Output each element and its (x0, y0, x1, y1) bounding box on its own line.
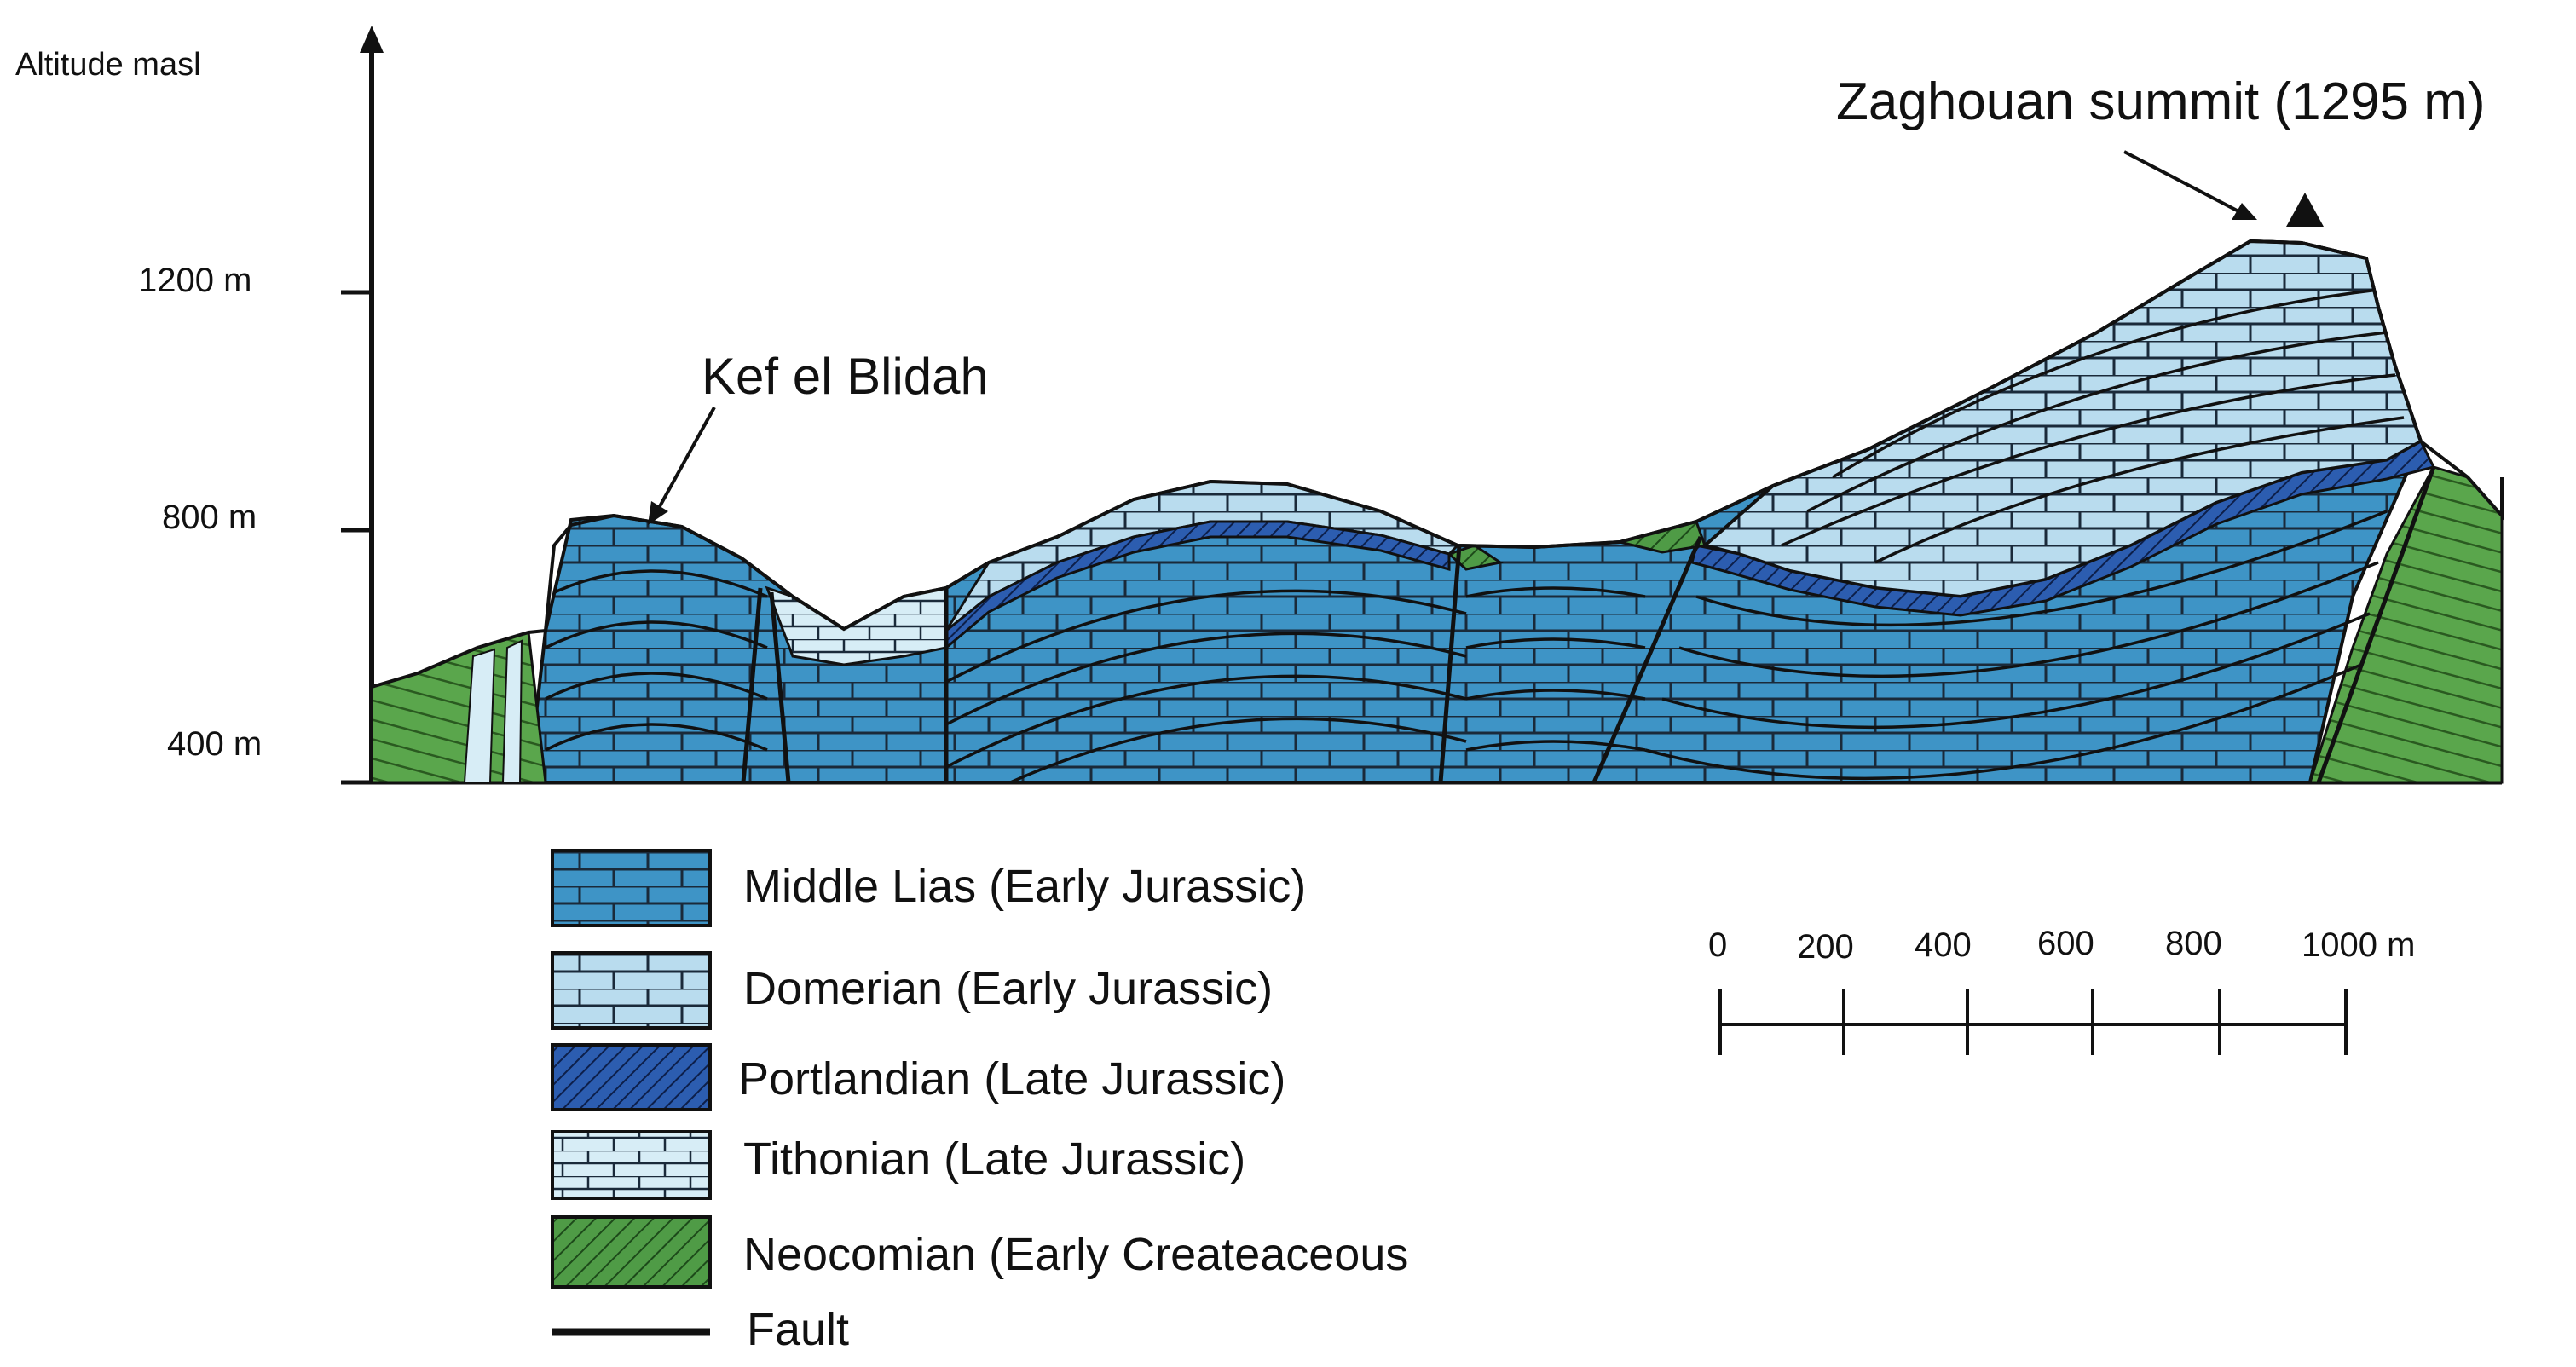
annotations: Kef el Blidah Zaghouan summit (1295 m) (648, 72, 2486, 525)
legend-label-fault: Fault (747, 1304, 849, 1355)
scale-label-200: 200 (1797, 928, 1854, 966)
tick-label-1200: 1200 m (138, 262, 251, 299)
legend-label-portlandian: Portlandian (Late Jurassic) (738, 1053, 1285, 1105)
kef-el-blidah-arrowhead (648, 501, 668, 525)
legend-item-middle-lias: Middle Lias (Early Jurassic) (551, 849, 1306, 927)
topographic-profile (371, 239, 2504, 689)
fault-5 (1591, 536, 1703, 783)
tithonian-left-streaks (463, 639, 523, 783)
fault-1 (741, 587, 763, 783)
legend-label-domerian: Domerian (Early Jurassic) (743, 963, 1273, 1014)
scale-label-600: 600 (2037, 925, 2094, 962)
legend-label-tithonian: Tithonian (Late Jurassic) (743, 1133, 1245, 1185)
legend-label-middle-lias: Middle Lias (Early Jurassic) (743, 861, 1306, 912)
cross-section (370, 239, 2504, 784)
zaghouan-arrowhead (2232, 203, 2257, 220)
neocomian-center (1447, 544, 1504, 571)
scale-label-400: 400 (1915, 926, 1972, 964)
legend-item-fault: Fault (552, 1304, 849, 1355)
legend-item-domerian: Domerian (Early Jurassic) (551, 951, 1273, 1030)
fault-4 (1438, 545, 1462, 783)
scale-label-800: 800 (2165, 925, 2222, 962)
legend-swatch-tithonian (551, 1130, 712, 1200)
scale-label-0: 0 (1708, 926, 1727, 964)
legend: Middle Lias (Early Jurassic) Domerian (E… (551, 849, 1408, 1355)
tick-label-400: 400 m (167, 725, 262, 763)
fault-2 (769, 591, 791, 783)
axis-arrow-head (360, 26, 384, 53)
legend-item-tithonian: Tithonian (Late Jurassic) (551, 1130, 1245, 1200)
legend-swatch-portlandian (551, 1043, 712, 1111)
legend-swatch-neocomian (551, 1215, 712, 1289)
label-kef-el-blidah: Kef el Blidah (702, 348, 989, 405)
legend-item-neocomian: Neocomian (Early Createaceous (551, 1215, 1408, 1289)
zaghouan-pointer (2123, 150, 2243, 215)
portlandian-central-band (944, 520, 1451, 651)
label-zaghouan-summit: Zaghouan summit (1295 m) (1836, 72, 2486, 131)
kef-el-blidah-pointer (653, 407, 716, 516)
legend-label-neocomian: Neocomian (Early Createaceous (743, 1229, 1408, 1280)
bedding-lines (545, 288, 2405, 782)
fault-6 (2316, 466, 2436, 783)
faults (741, 466, 2436, 783)
legend-swatch-middle-lias (551, 849, 712, 927)
tick-label-800: 800 m (162, 499, 257, 536)
legend-swatch-domerian (551, 951, 712, 1030)
legend-item-portlandian: Portlandian (Late Jurassic) (551, 1043, 1285, 1111)
tithonian-pocket (765, 585, 948, 666)
scale-label-1000: 1000 m (2302, 926, 2415, 964)
scale-bar: 0 200 400 600 800 1000 m (1708, 925, 2415, 1055)
axis-title: Altitude masl (15, 47, 201, 83)
summit-triangle-icon (2286, 193, 2324, 227)
